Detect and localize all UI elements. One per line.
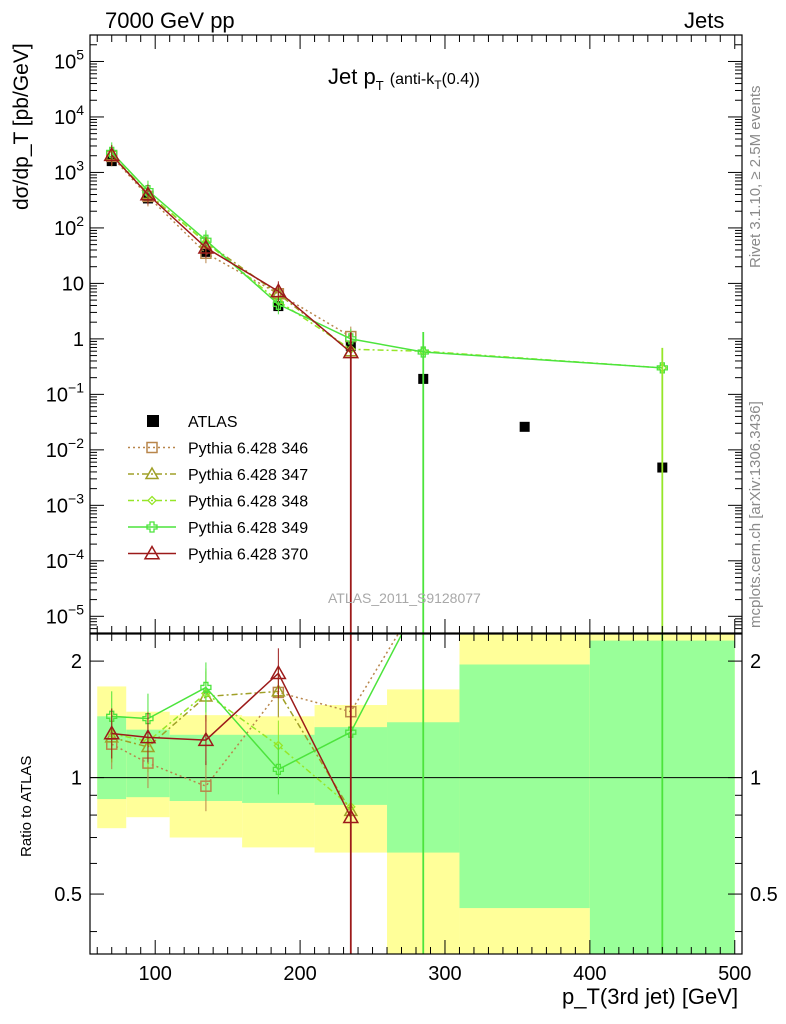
plot-title-paren-open: (anti-k xyxy=(389,71,435,88)
legend-label-p370: Pythia 6.428 370 xyxy=(188,547,308,564)
legend-entry-data: ATLAS xyxy=(147,414,238,431)
main-point-p370-3 xyxy=(270,282,287,298)
main-ytick-label-0: 105 xyxy=(54,46,84,73)
main-ytick-label-5: 1 xyxy=(73,329,84,351)
legend-entry-p347: Pythia 6.428 347 xyxy=(128,466,308,484)
ratio-band-green-6 xyxy=(459,664,590,909)
legend-label-p347: Pythia 6.428 347 xyxy=(188,467,308,484)
main-point-p349-6 xyxy=(656,362,668,374)
ratio-ytick-label-left-1: 1 xyxy=(71,768,82,790)
main-ytick-label-6: 10−1 xyxy=(46,379,84,406)
legend-swatch-data xyxy=(147,415,159,427)
legend: ATLAS Pythia 6.428 346 Pythia 6.428 347 Pyt… xyxy=(128,414,308,564)
main-point-p370-1 xyxy=(139,186,157,201)
main-ytick-label-2: 103 xyxy=(54,157,84,184)
main-series-p349 xyxy=(106,142,668,378)
main-ytick-label-3: 102 xyxy=(54,213,84,240)
mcplots-label: mcplots.cern.ch [arXiv:1306.3436] xyxy=(747,401,764,628)
legend-entry-p370: Pythia 6.428 370 xyxy=(128,544,308,564)
legend-marker-p370 xyxy=(143,544,161,560)
ratio-line-p349 xyxy=(111,634,403,771)
main-series-layer xyxy=(103,142,668,633)
main-line-p349 xyxy=(111,151,663,369)
ratio-series-layer xyxy=(103,634,664,954)
main-ytick-label-1: 104 xyxy=(54,102,84,129)
ratio-point-p370-0 xyxy=(103,724,121,740)
legend-entry-p346: Pythia 6.428 346 xyxy=(128,441,308,458)
header-left: 7000 GeV pp xyxy=(105,8,235,33)
main-series-p348 xyxy=(106,144,668,378)
main-point-p349-5 xyxy=(417,346,429,358)
legend-marker-p348 xyxy=(147,495,157,506)
ratio-point-p349-2 xyxy=(200,681,212,694)
legend-label-p346: Pythia 6.428 346 xyxy=(188,441,308,458)
plot-title-paren: (anti-kT(0.4)) xyxy=(389,71,480,92)
main-line-p348 xyxy=(111,154,663,369)
ratio-point-p349-4 xyxy=(345,726,357,738)
rivet-version-label: Rivet 3.1.10, ≥ 2.5M events xyxy=(747,85,764,269)
main-y-axis-title: dσ/dp_T [pb/GeV] xyxy=(10,43,34,210)
main-point-p370-0 xyxy=(103,146,121,162)
legend-label-p348: Pythia 6.428 348 xyxy=(188,494,308,511)
x-tick-label-1: 200 xyxy=(283,963,316,985)
ratio-ytick-label-left-0: 0.5 xyxy=(54,884,82,906)
ratio-uncertainty-bands xyxy=(90,634,742,954)
ratio-point-p370-1 xyxy=(139,728,157,744)
legend-entry-p349: Pythia 6.428 349 xyxy=(128,520,308,537)
legend-label-p349: Pythia 6.428 349 xyxy=(188,520,308,537)
x-axis-title: p_T(3rd jet) [GeV] xyxy=(562,984,739,1009)
plot-title: Jet pT (anti-kT(0.4)) xyxy=(328,64,480,93)
main-point-p349-4 xyxy=(345,333,357,345)
main-ytick-label-9: 10−4 xyxy=(46,546,84,573)
main-point-p349-3 xyxy=(272,298,285,310)
main-frame xyxy=(89,34,743,634)
analysis-watermark: ATLAS_2011_S9128077 xyxy=(328,590,481,606)
atlas-point-6 xyxy=(519,421,530,432)
ratio-ytick-label-left-2: 2 xyxy=(71,651,82,673)
main-series-p346 xyxy=(105,146,357,347)
legend-marker-p347 xyxy=(144,466,160,480)
ratio-ytick-label-right-1: 1 xyxy=(750,768,761,790)
main-ytick-label-8: 10−3 xyxy=(46,490,84,517)
plot-title-main: Jet p xyxy=(328,64,376,89)
plot-title-paren-close: (0.4)) xyxy=(441,71,480,88)
legend-entry-p348: Pythia 6.428 348 xyxy=(128,494,308,511)
x-tick-label-4: 500 xyxy=(718,963,751,985)
plot-title-paren-sub: T xyxy=(434,78,442,92)
legend-label-data: ATLAS xyxy=(188,414,238,431)
ratio-ytick-label-right-0: 0.5 xyxy=(750,884,778,906)
main-ytick-label-4: 10 xyxy=(62,273,84,295)
header-right: Jets xyxy=(684,8,725,33)
ratio-point-p346-2 xyxy=(200,780,212,792)
ratio-point-p349-0 xyxy=(106,710,118,722)
main-ytick-label-7: 10−2 xyxy=(46,435,84,462)
main-point-p370-2 xyxy=(197,239,215,254)
x-tick-label-2: 300 xyxy=(428,963,461,985)
main-y-axis-title-text: dσ/dp_T [pb/GeV] xyxy=(10,43,33,210)
main-ytick-label-10: 10−5 xyxy=(46,601,84,628)
ratio-point-p370-3 xyxy=(270,664,287,680)
x-tick-label-3: 400 xyxy=(573,963,606,985)
ratio-ytick-label-right-2: 2 xyxy=(750,651,761,673)
ratio-point-p349-1 xyxy=(142,713,154,725)
plot-title-sub: T xyxy=(375,78,384,93)
main-series-p370 xyxy=(103,145,360,363)
ratio-y-axis-title: Ratio to ATLAS xyxy=(18,755,35,857)
x-tick-label-0: 100 xyxy=(139,963,172,985)
legend-marker-p349 xyxy=(146,521,158,533)
ratio-point-p349-3 xyxy=(272,763,285,776)
legend-marker-p346 xyxy=(146,441,158,454)
ratio-point-p370-2 xyxy=(197,731,215,747)
